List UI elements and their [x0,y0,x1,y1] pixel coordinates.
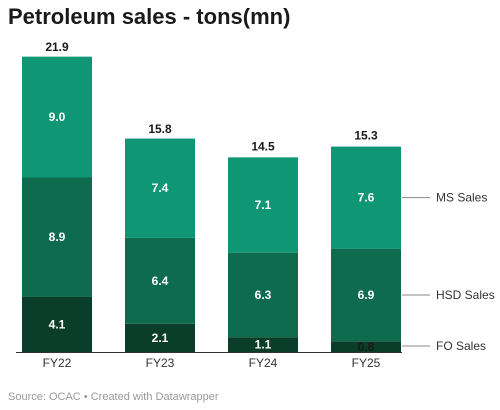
credit-text: Created with Datawrapper [90,391,219,403]
segment-value-label: 1.1 [255,338,272,352]
segment-value-label: 8.9 [49,230,66,244]
segment-value-label: 2.1 [152,331,169,345]
bar-segment-fo-sales-fy25 [331,341,401,352]
segment-value-label: 6.4 [152,274,169,288]
segment-value-label: 6.9 [358,288,375,302]
bar-segment-ms-sales-fy23 [125,138,195,238]
legend-label-hsd-sales: HSD Sales [436,288,495,302]
segment-value-label: 6.3 [255,288,272,302]
x-tick-label: FY23 [146,356,175,370]
source-text: Source: OCAC [8,391,81,403]
bar-segment-ms-sales-fy25 [331,146,401,249]
bar-segment-fo-sales-fy24 [228,337,298,352]
segment-value-label: 7.6 [358,191,375,205]
legend-label-fo-sales: FO Sales [436,339,486,353]
segment-value-label: 4.1 [49,317,66,331]
chart-footer: Source: OCAC • Created with Datawrapper [8,391,219,403]
bar-segment-fo-sales-fy23 [125,323,195,352]
bar-segment-ms-sales-fy24 [228,157,298,253]
segment-value-label: 0.8 [358,340,375,354]
bar-total-label: 14.5 [251,139,275,153]
segment-value-label: 7.1 [255,198,272,212]
chart-title: Petroleum sales - tons(mn) [8,4,291,29]
bar-total-label: 15.3 [354,129,378,143]
bar-total-label: 15.8 [148,122,172,136]
x-tick-label: FY24 [249,356,278,370]
segment-value-label: 9.0 [49,110,66,124]
bar-segment-hsd-sales-fy22 [22,177,92,297]
bar-segment-hsd-sales-fy23 [125,237,195,324]
bar-segment-ms-sales-fy22 [22,56,92,178]
bar-total-label: 21.9 [45,40,69,54]
bar-segment-hsd-sales-fy25 [331,248,401,342]
bar-segment-hsd-sales-fy24 [228,252,298,338]
legend-label-ms-sales: MS Sales [436,191,487,205]
bar-segment-fo-sales-fy22 [22,296,92,352]
x-tick-label: FY22 [43,356,72,370]
segment-value-label: 7.4 [152,181,169,195]
x-tick-label: FY25 [352,356,381,370]
footer-separator: • [80,391,91,403]
